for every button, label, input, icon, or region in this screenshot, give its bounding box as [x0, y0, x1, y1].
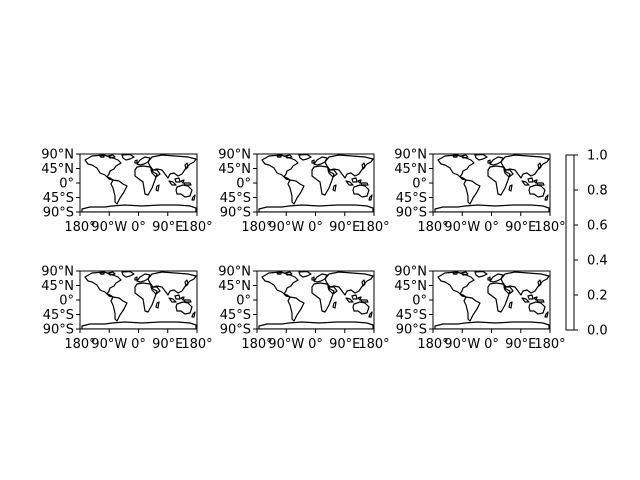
lat-tick-label: 45°N: [41, 279, 74, 294]
lat-tick-label: 45°N: [394, 162, 427, 177]
lon-tick-label: 0°: [131, 220, 146, 235]
lon-tick-label: 180°: [64, 220, 95, 235]
lat-tick-label: 0°: [412, 177, 427, 192]
colorbar-tick-label: 0.2: [587, 289, 608, 304]
map-frame: [79, 153, 198, 213]
lon-tick-label: 180°: [241, 337, 272, 352]
colorbar-tick-label: 0.6: [587, 219, 608, 234]
lat-tick-label: 90°S: [43, 323, 74, 338]
lon-tick-label: 0°: [484, 337, 499, 352]
lat-tick-label: 45°S: [396, 308, 427, 323]
lon-tick-label: 90°W: [444, 220, 480, 235]
lon-tick-label: 0°: [308, 337, 323, 352]
lon-tick-label: 90°W: [268, 337, 304, 352]
lon-tick-label: 90°E: [329, 337, 360, 352]
lat-tick-label: 45°S: [220, 308, 251, 323]
lat-tick-label: 45°S: [220, 191, 251, 206]
lon-tick-label: 90°E: [505, 337, 536, 352]
colorbar-tick-label: 1.0: [587, 149, 608, 164]
colorbar-tick-label: 0.8: [587, 184, 608, 199]
lat-tick-label: 0°: [412, 294, 427, 309]
lat-tick-label: 45°N: [41, 162, 74, 177]
colorbar-tick-label: 0.0: [587, 324, 608, 339]
lon-tick-label: 0°: [308, 220, 323, 235]
lat-tick-label: 90°N: [394, 265, 427, 280]
lat-tick-label: 90°N: [394, 148, 427, 163]
lat-tick-label: 90°N: [41, 265, 74, 280]
map-frame: [432, 153, 551, 213]
colorbar-body: [565, 154, 575, 331]
lat-tick-label: 90°N: [218, 265, 251, 280]
lat-tick-label: 0°: [59, 294, 74, 309]
lon-tick-label: 180°: [417, 337, 448, 352]
lat-tick-label: 45°N: [218, 279, 251, 294]
lon-tick-label: 90°E: [152, 337, 183, 352]
lon-tick-label: 180°: [358, 337, 389, 352]
lon-tick-label: 0°: [484, 220, 499, 235]
lat-tick-label: 90°S: [220, 323, 251, 338]
lat-tick-label: 90°S: [43, 206, 74, 221]
lon-tick-label: 180°: [417, 220, 448, 235]
lat-tick-label: 45°S: [43, 191, 74, 206]
lat-tick-label: 90°S: [220, 206, 251, 221]
lat-tick-label: 90°N: [218, 148, 251, 163]
lat-tick-label: 0°: [236, 294, 251, 309]
lon-tick-label: 180°: [181, 337, 212, 352]
lat-tick-label: 45°N: [218, 162, 251, 177]
lon-tick-label: 180°: [241, 220, 272, 235]
lat-tick-label: 0°: [59, 177, 74, 192]
lon-tick-label: 90°W: [268, 220, 304, 235]
lat-tick-label: 45°N: [394, 279, 427, 294]
lat-tick-label: 0°: [236, 177, 251, 192]
lon-tick-label: 180°: [181, 220, 212, 235]
lon-tick-label: 90°W: [444, 337, 480, 352]
lat-tick-label: 90°S: [396, 323, 427, 338]
lat-tick-label: 45°S: [396, 191, 427, 206]
lon-tick-label: 180°: [534, 220, 565, 235]
lon-tick-label: 90°W: [91, 220, 127, 235]
lon-tick-label: 90°E: [329, 220, 360, 235]
lon-tick-label: 90°E: [152, 220, 183, 235]
lat-tick-label: 90°N: [41, 148, 74, 163]
colorbar: 0.0 0.2 0.4 0.6 0.8 1.0: [565, 149, 608, 339]
lon-tick-label: 180°: [534, 337, 565, 352]
lat-tick-label: 90°S: [396, 206, 427, 221]
lon-tick-label: 180°: [358, 220, 389, 235]
lon-tick-label: 90°W: [91, 337, 127, 352]
lon-tick-label: 0°: [131, 337, 146, 352]
lon-tick-label: 90°E: [505, 220, 536, 235]
lon-tick-label: 180°: [64, 337, 95, 352]
map-frame: [79, 270, 198, 330]
colorbar-tick-label: 0.4: [587, 254, 608, 269]
lat-tick-label: 45°S: [43, 308, 74, 323]
